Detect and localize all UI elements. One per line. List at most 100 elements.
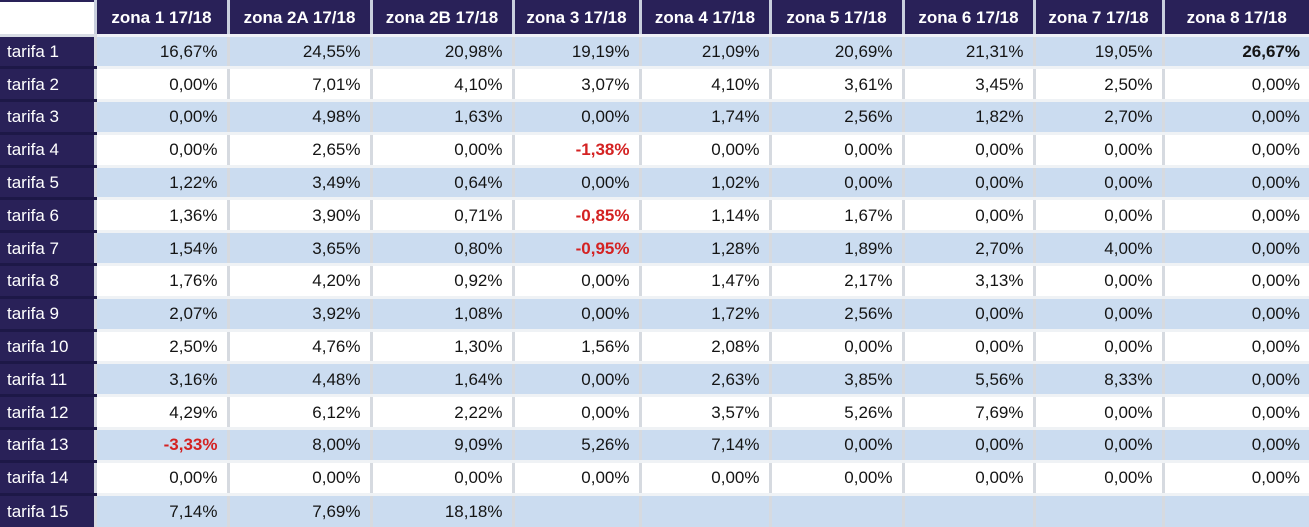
cell: 2,56% — [770, 100, 905, 135]
cell: 0,80% — [371, 231, 515, 267]
table-body: tarifa 1 16,67% 24,55% 20,98% 19,19% 21,09% 20… — [0, 35, 1309, 527]
table-row: tarifa 12 4,29% 6,12% 2,22% 0,00% 3,57% 5,26% 7… — [0, 395, 1309, 431]
cell: 1,30% — [371, 330, 515, 365]
header-row: zona 1 17/18 zona 2A 17/18 zona 2B 17/18 zo… — [0, 1, 1309, 37]
cell: 0,00% — [1163, 297, 1309, 332]
cell: -3,33% — [95, 428, 230, 463]
cell: 0,00% — [513, 395, 642, 431]
column-header-1: zona 1 17/18 — [95, 1, 230, 37]
cell: 0,00% — [228, 461, 373, 496]
cell: 0,00% — [1034, 330, 1165, 365]
table-row: tarifa 10 2,50% 4,76% 1,30% 1,56% 2,08% 0,00% 0… — [0, 330, 1309, 365]
cell: 1,56% — [513, 330, 642, 365]
row-header: tarifa 10 — [0, 330, 97, 365]
cell — [513, 494, 642, 527]
cell: 21,09% — [640, 35, 772, 70]
cell: 1,89% — [770, 231, 905, 267]
cell: 0,00% — [1163, 231, 1309, 267]
cell: 0,00% — [770, 428, 905, 463]
cell: 1,76% — [95, 264, 230, 299]
cell: 2,65% — [228, 133, 373, 168]
row-header: tarifa 9 — [0, 297, 97, 332]
cell: 2,70% — [903, 231, 1036, 267]
cell: 18,18% — [371, 494, 515, 527]
cell: 2,22% — [371, 395, 515, 431]
cell: 7,14% — [95, 494, 230, 527]
cell — [903, 494, 1036, 527]
cell: 1,64% — [371, 362, 515, 398]
cell: 1,28% — [640, 231, 772, 267]
cell: 3,45% — [903, 67, 1036, 103]
cell: 0,00% — [1163, 362, 1309, 398]
cell: 4,76% — [228, 330, 373, 365]
cell: 16,67% — [95, 35, 230, 70]
cell: 4,10% — [640, 67, 772, 103]
cell: 7,01% — [228, 67, 373, 103]
cell: 0,00% — [1034, 198, 1165, 234]
row-header: tarifa 1 — [0, 35, 97, 70]
cell: 0,00% — [1034, 133, 1165, 168]
cell: 19,05% — [1034, 35, 1165, 70]
cell: 1,54% — [95, 231, 230, 267]
cell — [1034, 494, 1165, 527]
cell: 2,17% — [770, 264, 905, 299]
cell: 1,02% — [640, 166, 772, 201]
cell: -0,95% — [513, 231, 642, 267]
cell: 4,20% — [228, 264, 373, 299]
row-header: tarifa 11 — [0, 362, 97, 398]
cell: 0,00% — [1163, 198, 1309, 234]
cell: 7,14% — [640, 428, 772, 463]
cell: 0,00% — [640, 133, 772, 168]
cell: 1,74% — [640, 100, 772, 135]
cell: 0,00% — [95, 133, 230, 168]
table-row: tarifa 13 -3,33% 8,00% 9,09% 5,26% 7,14% 0,00%… — [0, 428, 1309, 463]
table-row: tarifa 9 2,07% 3,92% 1,08% 0,00% 1,72% 2,56% 0,… — [0, 297, 1309, 332]
cell: 4,10% — [371, 67, 515, 103]
cell: 0,00% — [903, 461, 1036, 496]
cell: 7,69% — [903, 395, 1036, 431]
cell: 2,63% — [640, 362, 772, 398]
cell: 1,14% — [640, 198, 772, 234]
cell: 0,00% — [1163, 461, 1309, 496]
cell: 4,48% — [228, 362, 373, 398]
column-header-5: zona 4 17/18 — [640, 1, 772, 37]
cell: 0,00% — [903, 198, 1036, 234]
cell: 9,09% — [371, 428, 515, 463]
cell: 0,00% — [513, 166, 642, 201]
cell: 0,00% — [1163, 100, 1309, 135]
cell: 1,72% — [640, 297, 772, 332]
cell — [640, 494, 772, 527]
cell: 4,00% — [1034, 231, 1165, 267]
row-header: tarifa 12 — [0, 395, 97, 431]
cell: 0,00% — [770, 330, 905, 365]
table-row: tarifa 15 7,14% 7,69% 18,18% — [0, 494, 1309, 527]
table-row: tarifa 7 1,54% 3,65% 0,80% -0,95% 1,28% 1,89% 2… — [0, 231, 1309, 267]
cell: 0,00% — [1163, 428, 1309, 463]
cell: 24,55% — [228, 35, 373, 70]
cell: 0,00% — [1034, 264, 1165, 299]
table-row: tarifa 3 0,00% 4,98% 1,63% 0,00% 1,74% 2,56% 1,… — [0, 100, 1309, 135]
cell — [1163, 494, 1309, 527]
cell: 8,00% — [228, 428, 373, 463]
cell: 0,71% — [371, 198, 515, 234]
cell: 3,07% — [513, 67, 642, 103]
table-row: tarifa 8 1,76% 4,20% 0,92% 0,00% 1,47% 2,17% 3,… — [0, 264, 1309, 299]
row-header: tarifa 3 — [0, 100, 97, 135]
column-header-3: zona 2B 17/18 — [371, 1, 515, 37]
row-header: tarifa 15 — [0, 494, 97, 527]
cell: 1,47% — [640, 264, 772, 299]
cell: -1,38% — [513, 133, 642, 168]
cell: 0,00% — [1163, 133, 1309, 168]
cell: 3,85% — [770, 362, 905, 398]
cell: 0,00% — [513, 264, 642, 299]
row-header: tarifa 5 — [0, 166, 97, 201]
cell: 3,65% — [228, 231, 373, 267]
table-row: tarifa 2 0,00% 7,01% 4,10% 3,07% 4,10% 3,61% 3,… — [0, 67, 1309, 103]
cell: 3,61% — [770, 67, 905, 103]
cell: 0,00% — [513, 100, 642, 135]
cell: 20,69% — [770, 35, 905, 70]
cell: 1,22% — [95, 166, 230, 201]
cell: 0,00% — [513, 461, 642, 496]
cell: 0,00% — [1163, 330, 1309, 365]
cell: 0,00% — [1163, 166, 1309, 201]
